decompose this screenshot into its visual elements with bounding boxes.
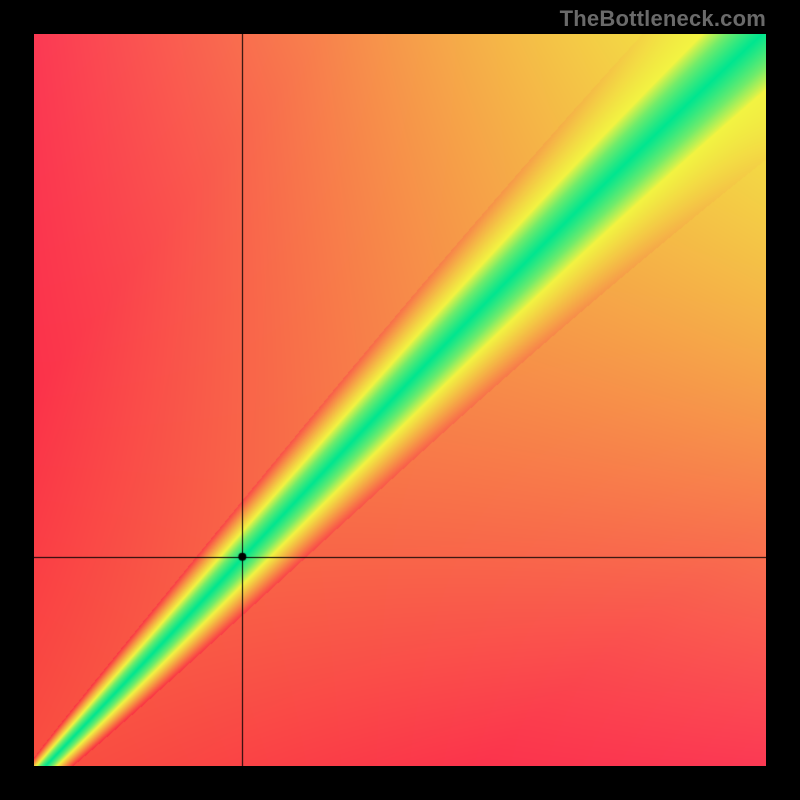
attribution-watermark: TheBottleneck.com [560, 6, 766, 32]
chart-frame: TheBottleneck.com [0, 0, 800, 800]
heatmap-plot [34, 34, 766, 766]
heatmap-canvas [34, 34, 766, 766]
